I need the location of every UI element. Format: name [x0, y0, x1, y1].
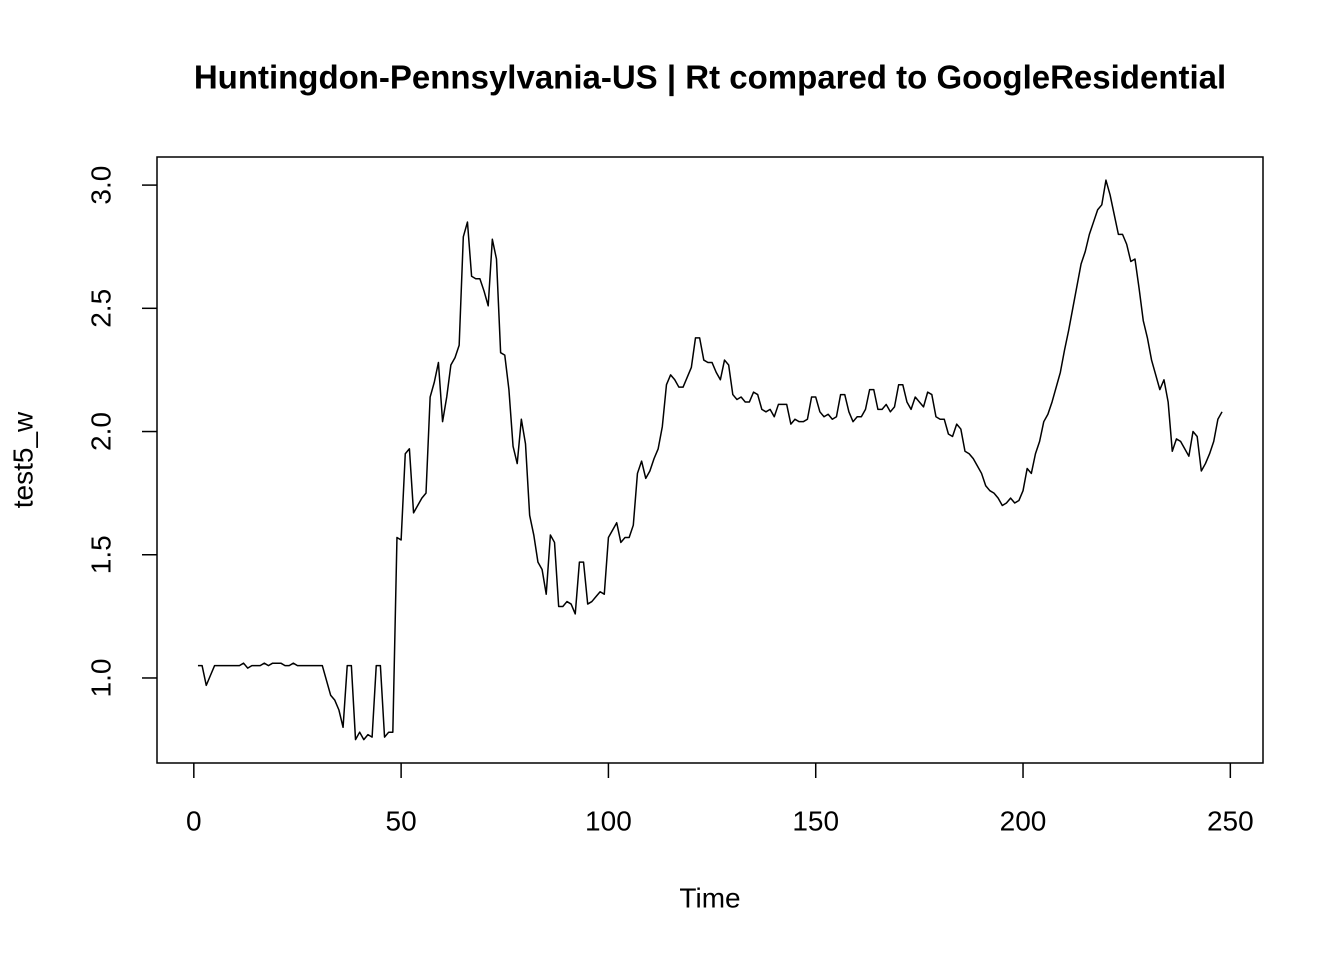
y-tick-label: 1.0: [85, 659, 116, 698]
plot-box: [156, 156, 1264, 764]
data-line: [197, 179, 1223, 741]
chart-title: Huntingdon-Pennsylvania-US | Rt compared…: [194, 59, 1226, 96]
x-tick-label: 100: [585, 805, 632, 836]
x-tick-label: 250: [1207, 805, 1254, 836]
y-tick-label: 3.0: [85, 166, 116, 205]
y-tick-label: 2.0: [85, 412, 116, 451]
x-axis-label: Time: [679, 882, 740, 913]
y-tick-label: 1.5: [85, 535, 116, 574]
x-tick-label: 150: [792, 805, 839, 836]
y-tick-label: 2.5: [85, 289, 116, 328]
x-tick-label: 0: [186, 805, 202, 836]
y-axis-label: test5_w: [7, 411, 38, 508]
x-tick-label: 200: [1000, 805, 1047, 836]
x-tick-label: 50: [386, 805, 417, 836]
